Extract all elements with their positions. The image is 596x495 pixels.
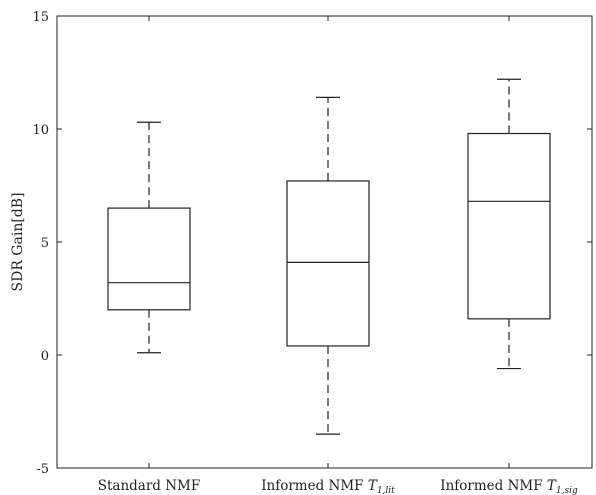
x-tick-label: Informed NMF T1,lit — [261, 478, 395, 495]
y-axis-title: SDR Gain[dB] — [10, 192, 26, 291]
box-iqr — [286, 180, 370, 347]
x-axis: Standard NMF Informed NMF T1,lit Informed … — [98, 16, 578, 495]
boxes-layer — [107, 78, 551, 435]
x-tick-label: Informed NMF T1,sig — [440, 478, 578, 495]
y-tick-label: 15 — [32, 10, 49, 25]
y-tick-label: 0 — [41, 349, 49, 364]
box-group — [107, 121, 191, 354]
box-iqr — [467, 132, 551, 320]
y-tick-label: 5 — [41, 236, 49, 251]
box-group — [467, 78, 551, 370]
box-iqr — [107, 207, 191, 311]
y-axis: -5 0 5 10 15 — [32, 10, 592, 477]
y-tick-label: -5 — [36, 462, 49, 477]
x-tick-label: Standard NMF — [98, 478, 201, 494]
y-tick-label: 10 — [32, 123, 49, 138]
box-group — [286, 96, 370, 435]
